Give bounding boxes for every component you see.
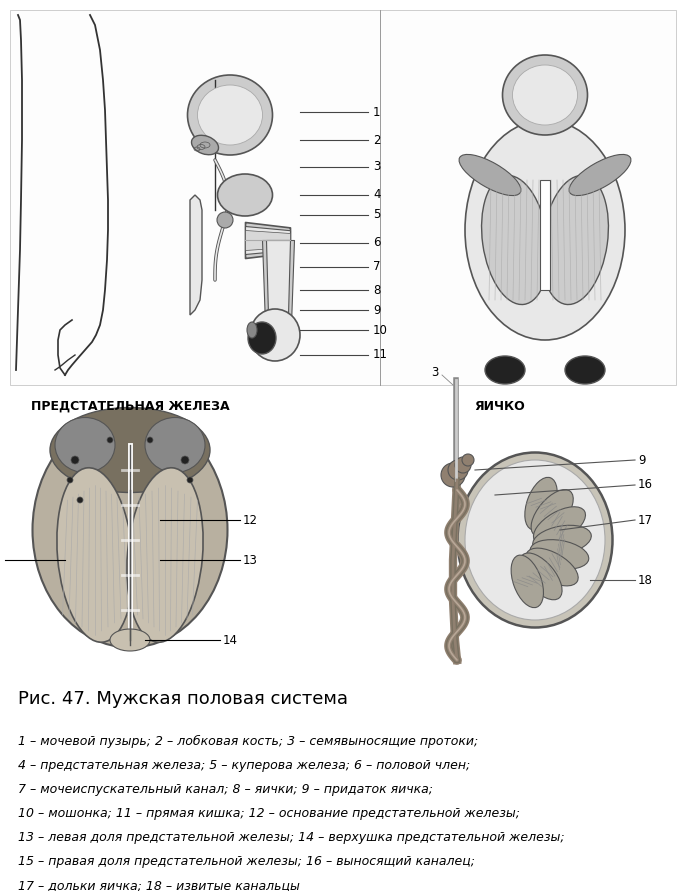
Text: 17 – дольки яичка; 18 – извитые канальцы: 17 – дольки яичка; 18 – извитые канальцы [18,879,300,891]
Ellipse shape [110,629,150,651]
Circle shape [71,456,79,464]
Text: 17: 17 [638,513,653,527]
Ellipse shape [534,507,585,544]
Ellipse shape [503,55,587,135]
Polygon shape [190,195,202,315]
Ellipse shape [127,468,203,642]
Ellipse shape [465,460,605,620]
Text: 4: 4 [373,189,381,201]
Ellipse shape [145,418,205,472]
Text: 1 – мочевой пузырь; 2 – лобковая кость; 3 – семявыносящие протоки;: 1 – мочевой пузырь; 2 – лобковая кость; … [18,735,478,748]
Ellipse shape [458,453,613,627]
Circle shape [107,437,113,443]
Ellipse shape [50,407,210,493]
Ellipse shape [525,478,557,530]
Circle shape [67,477,73,483]
Text: 3: 3 [373,160,380,174]
Text: 10 – мошонка; 11 – прямая кишка; 12 – основание предстательной железы;: 10 – мошонка; 11 – прямая кишка; 12 – ос… [18,807,520,820]
Text: 10: 10 [373,323,388,337]
Ellipse shape [57,468,133,642]
Ellipse shape [511,555,543,608]
Text: 14: 14 [223,634,238,647]
Circle shape [441,463,465,487]
Ellipse shape [565,356,605,384]
Text: 16: 16 [638,478,653,492]
Ellipse shape [530,540,589,569]
Ellipse shape [465,120,625,340]
Circle shape [455,457,471,473]
Ellipse shape [247,322,257,338]
Ellipse shape [32,413,228,648]
Ellipse shape [520,553,562,600]
Text: 9: 9 [373,304,381,316]
Text: ПРЕДСТАТЕЛЬНАЯ ЖЕЛЕЗА: ПРЕДСТАТЕЛЬНАЯ ЖЕЛЕЗА [31,400,229,413]
Ellipse shape [217,174,272,216]
Text: 1: 1 [373,105,381,119]
Text: 5: 5 [373,208,380,222]
Ellipse shape [187,75,272,155]
Ellipse shape [198,85,263,145]
Text: 4 – предстательная железа; 5 – куперова железа; 6 – половой член;: 4 – предстательная железа; 5 – куперова … [18,759,470,772]
Text: 2: 2 [373,134,381,146]
Text: 9: 9 [638,454,646,467]
Text: 6: 6 [373,236,381,249]
Ellipse shape [485,356,525,384]
Bar [10,10,676,385]
Circle shape [147,437,153,443]
Text: 7 – мочеиспускательный канал; 8 – яички; 9 – придаток яичка;: 7 – мочеиспускательный канал; 8 – яички;… [18,783,433,796]
Ellipse shape [526,548,578,586]
Ellipse shape [512,65,578,125]
Ellipse shape [250,309,300,361]
Ellipse shape [191,135,219,155]
Text: 11: 11 [373,348,388,362]
Circle shape [77,497,83,503]
Text: 13: 13 [243,553,258,567]
Text: 7: 7 [373,260,381,274]
Ellipse shape [533,526,591,555]
Text: 18: 18 [638,574,653,586]
Text: 8: 8 [373,283,380,297]
Ellipse shape [55,418,115,472]
Circle shape [217,212,233,228]
Ellipse shape [482,176,548,305]
Text: 12: 12 [243,513,258,527]
Text: 15 – правая доля предстательной железы; 16 – выносящий каналец;: 15 – правая доля предстательной железы; … [18,855,475,868]
Text: Рис. 47. Мужская половая система: Рис. 47. Мужская половая система [18,690,348,708]
Ellipse shape [531,489,573,536]
Bar [540,180,550,290]
Circle shape [187,477,193,483]
Ellipse shape [541,176,608,305]
Ellipse shape [459,154,521,196]
Text: 3: 3 [431,365,438,379]
Circle shape [181,456,189,464]
Ellipse shape [248,322,276,354]
Text: 15: 15 [0,553,2,567]
Text: 13 – левая доля предстательной железы; 14 – верхушка предстательной железы;: 13 – левая доля предстательной железы; 1… [18,831,565,844]
Text: ЯИЧКО: ЯИЧКО [475,400,525,413]
Circle shape [448,460,468,480]
Ellipse shape [569,154,631,196]
Circle shape [462,454,474,466]
